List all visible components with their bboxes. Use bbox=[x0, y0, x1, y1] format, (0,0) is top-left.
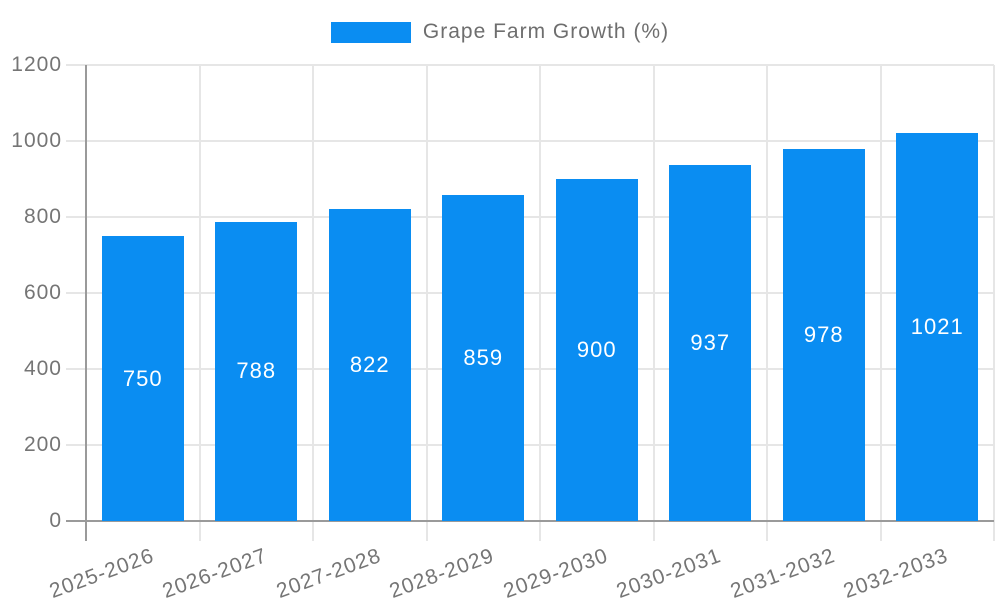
y-axis-tick-label: 1000 bbox=[11, 129, 62, 152]
bar-value-label: 859 bbox=[463, 344, 504, 370]
bar-value-label: 1021 bbox=[910, 314, 964, 339]
gridline-vertical bbox=[766, 65, 768, 541]
gridline-horizontal bbox=[66, 368, 994, 370]
bar[interactable]: 822 bbox=[328, 208, 411, 521]
gridline-vertical bbox=[425, 65, 428, 541]
bar-value-label: 750 bbox=[122, 365, 163, 391]
gridline-horizontal bbox=[66, 140, 994, 142]
bar[interactable]: 750 bbox=[101, 236, 184, 521]
legend[interactable]: Grape Farm Growth (%) bbox=[0, 20, 1000, 43]
bar-value-label: 822 bbox=[349, 351, 390, 377]
y-axis-tick-label: 800 bbox=[23, 205, 62, 228]
legend-swatch bbox=[330, 21, 411, 43]
bar[interactable]: 788 bbox=[215, 221, 298, 521]
bar[interactable]: 978 bbox=[782, 149, 865, 521]
bar-value-label: 937 bbox=[690, 329, 731, 355]
bar[interactable]: 1021 bbox=[896, 133, 979, 521]
gridline-horizontal bbox=[66, 64, 994, 66]
gridline-vertical bbox=[652, 65, 655, 541]
gridline-vertical bbox=[312, 65, 314, 541]
y-axis-line bbox=[85, 65, 87, 541]
bar-value-label: 900 bbox=[576, 337, 617, 362]
legend-label: Grape Farm Growth (%) bbox=[422, 20, 670, 43]
bar[interactable]: 900 bbox=[555, 179, 638, 521]
gridline-vertical bbox=[539, 65, 541, 541]
gridline-horizontal bbox=[66, 292, 994, 294]
gridline-vertical bbox=[198, 65, 201, 541]
bar-value-label: 978 bbox=[803, 322, 844, 348]
gridline-horizontal bbox=[66, 444, 994, 446]
y-axis-tick-label: 1200 bbox=[11, 53, 62, 76]
x-axis-line bbox=[66, 520, 994, 522]
gridline-horizontal bbox=[66, 216, 994, 218]
bar-value-label: 788 bbox=[236, 358, 277, 384]
gridline-vertical bbox=[879, 65, 882, 541]
y-axis-tick-label: 200 bbox=[23, 433, 62, 456]
bar[interactable]: 859 bbox=[442, 194, 525, 521]
y-axis-tick-label: 0 bbox=[49, 509, 62, 532]
y-axis-tick-label: 600 bbox=[23, 281, 62, 304]
gridline-vertical bbox=[993, 65, 995, 541]
y-axis-tick-label: 400 bbox=[23, 357, 62, 380]
bar[interactable]: 937 bbox=[669, 164, 752, 521]
